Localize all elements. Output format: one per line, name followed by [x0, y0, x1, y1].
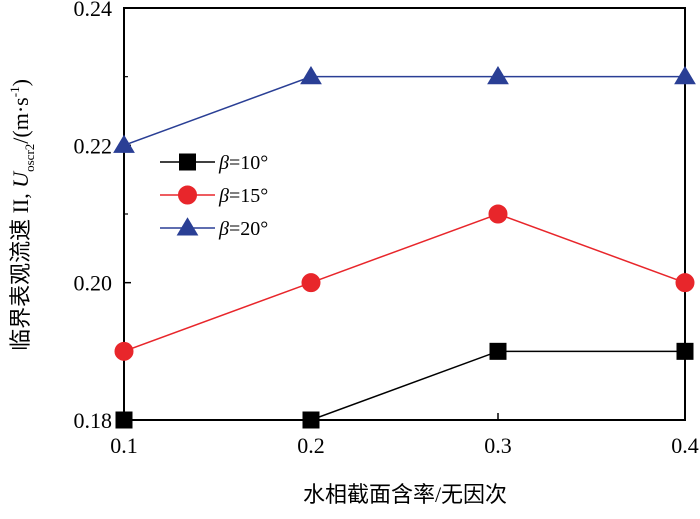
- data-point: [115, 411, 133, 429]
- series-line: [124, 350, 685, 421]
- legend-item: β=15°: [160, 185, 268, 207]
- y-tick-label: 0.20: [74, 271, 113, 296]
- y-axis-title-unit-exponent: -1: [7, 86, 22, 97]
- x-tick-label: 0.2: [297, 433, 325, 458]
- y-tick-label: 0.18: [74, 408, 113, 433]
- x-tick-label: 0.4: [671, 433, 699, 458]
- series-2: [114, 204, 695, 361]
- y-tick-label: 0.24: [74, 0, 113, 21]
- series-line: [123, 75, 685, 147]
- x-axis-title: 水相截面含率/无因次: [303, 482, 507, 507]
- data-point: [674, 65, 696, 85]
- data-point: [114, 341, 134, 361]
- data-point: [488, 204, 508, 224]
- legend-label: β=10°: [218, 152, 268, 174]
- legend-marker: [178, 185, 197, 205]
- data-point: [301, 273, 321, 293]
- y-axis-title-main: 临界表观流速 II,: [8, 188, 33, 351]
- legend-item: β=20°: [160, 217, 268, 240]
- data-point: [676, 342, 694, 360]
- axis-ticks: 0.18 0.20 0.22 0.24 0.1 0.2 0.3 0.4: [74, 0, 699, 458]
- y-axis-title-unit: /(m·s: [8, 97, 33, 143]
- series-1: [115, 342, 694, 429]
- plot-area: [123, 7, 686, 421]
- y-tick-label: 0.22: [74, 133, 113, 158]
- legend-marker: [179, 153, 196, 171]
- y-axis-title-unit-close: ): [8, 79, 33, 86]
- data-point: [302, 411, 320, 429]
- legend-label: β=15°: [218, 185, 268, 207]
- plot-frame: [123, 7, 686, 421]
- data-point: [675, 273, 695, 293]
- series-layer: [113, 65, 696, 429]
- data-point: [489, 342, 507, 360]
- legend-label: β=20°: [218, 218, 268, 240]
- legend: β=10° β=15° β=20°: [160, 152, 268, 240]
- legend-marker: [176, 217, 199, 236]
- y-axis-title: 临界表观流速 II, Uoscr2/(m·s-1): [7, 79, 37, 351]
- data-point: [487, 65, 509, 85]
- data-point: [113, 134, 135, 153]
- series-3: [113, 65, 696, 153]
- series-line: [123, 213, 686, 353]
- data-point: [300, 65, 322, 85]
- y-axis-title-subscript: oscr2: [22, 144, 37, 172]
- x-tick-label: 0.1: [110, 433, 138, 458]
- legend-item: β=10°: [160, 152, 268, 174]
- y-axis-title-symbol: U: [8, 170, 33, 188]
- x-tick-label: 0.3: [484, 433, 512, 458]
